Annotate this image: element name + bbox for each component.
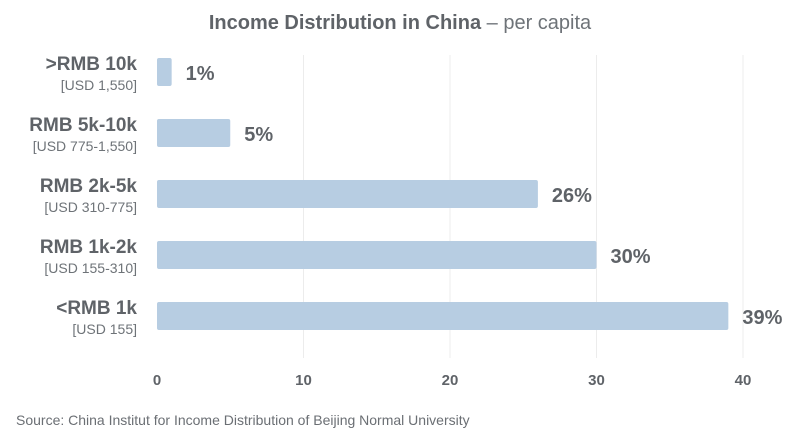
category-label: RMB 1k-2k <box>40 237 138 258</box>
data-label: 30% <box>611 246 651 268</box>
category-label: <RMB 1k <box>56 298 137 319</box>
x-tick-label: 20 <box>442 372 459 389</box>
bar <box>157 180 538 208</box>
bar-chart: >RMB 10k [USD 1,550] 1% RMB 5k-10k [USD 775-… <box>29 54 782 389</box>
bar <box>157 241 597 269</box>
chart-title: Income Distribution in China – per capit… <box>0 12 800 35</box>
x-tick-label: 40 <box>735 372 752 389</box>
chart-title-main: Income Distribution in China <box>208 12 482 34</box>
bar <box>157 302 729 330</box>
data-label: 39% <box>742 307 782 329</box>
category-sublabel: [USD 310-775] <box>44 199 137 215</box>
data-label: 5% <box>244 124 273 146</box>
bar <box>157 58 172 86</box>
data-label: 26% <box>552 185 592 207</box>
bar <box>157 119 231 147</box>
source-note: Source: China Institut for Income Distri… <box>16 412 470 428</box>
chart-title-sub: – per capita <box>486 12 592 34</box>
x-tick-label: 0 <box>153 372 161 389</box>
category-sublabel: [USD 775-1,550] <box>33 138 137 154</box>
x-tick-label: 30 <box>588 372 605 389</box>
x-tick-label: 10 <box>295 372 312 389</box>
category-sublabel: [USD 155] <box>72 321 137 337</box>
category-sublabel: [USD 155-310] <box>44 260 137 276</box>
category-sublabel: [USD 1,550] <box>61 77 137 93</box>
data-label: 1% <box>186 63 215 85</box>
category-label: RMB 5k-10k <box>29 115 137 136</box>
category-label: RMB 2k-5k <box>40 176 138 197</box>
category-label: >RMB 10k <box>46 54 138 75</box>
